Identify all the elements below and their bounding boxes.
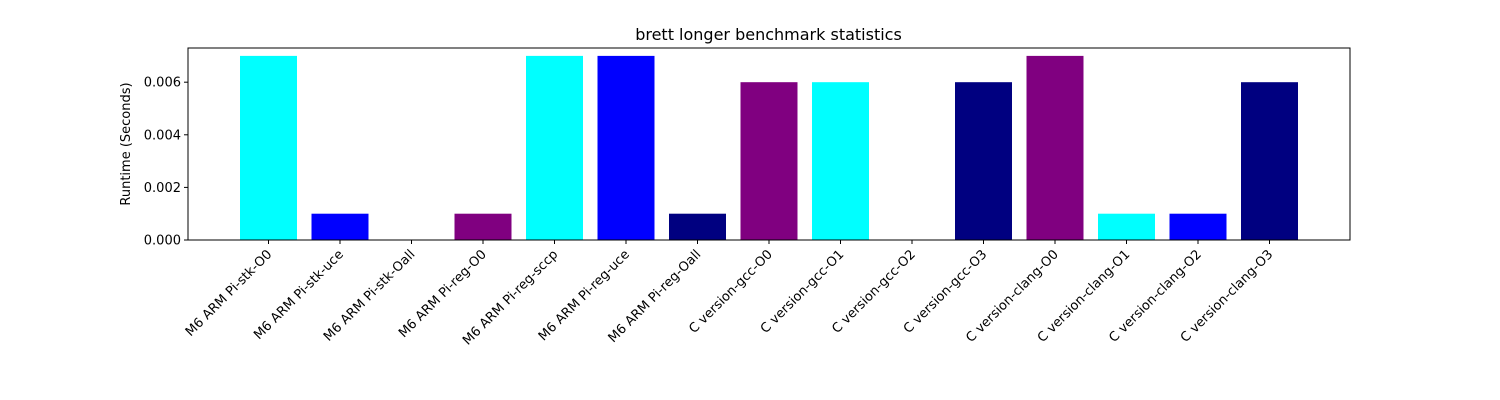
bar-13 (1098, 213, 1155, 240)
bars-layer (240, 55, 1298, 241)
bar-7 (669, 213, 726, 240)
plot-area-frame (187, 47, 1351, 241)
bar-15 (1241, 82, 1298, 241)
chart-title: brett longer benchmark statistics (635, 25, 902, 44)
bar-14 (1169, 213, 1227, 240)
bar-8 (740, 82, 798, 241)
bar-11 (955, 82, 1012, 241)
bar-9 (812, 82, 869, 241)
bar-6 (597, 55, 655, 240)
y-tick-label: 0.000 (144, 234, 181, 249)
y-ticks-layer: 0.000 0.002 0.004 0.006 (144, 76, 188, 249)
y-tick-label: 0.002 (144, 181, 181, 196)
y-tick-label: 0.006 (144, 76, 181, 91)
bar-5 (526, 55, 583, 240)
y-tick-label: 0.004 (144, 128, 181, 143)
y-axis-label: Runtime (Seconds) (119, 82, 134, 205)
bar-1 (240, 55, 297, 240)
bar-4 (454, 213, 512, 240)
bar-2 (311, 213, 369, 240)
bar-12 (1026, 55, 1084, 240)
